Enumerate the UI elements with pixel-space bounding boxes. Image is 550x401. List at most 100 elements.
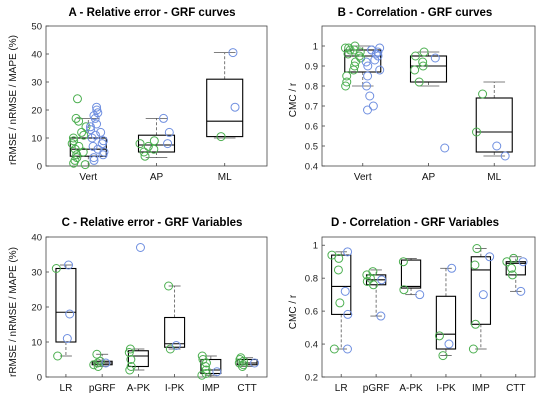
panel-c-title: C - Relative error - GRF Variables <box>62 217 243 229</box>
box-iqr <box>331 254 352 315</box>
point-blue <box>444 339 454 349</box>
point-green <box>472 127 482 137</box>
point-blue <box>89 155 99 165</box>
point-green <box>71 113 81 123</box>
point-green <box>335 298 345 308</box>
point-green <box>350 41 360 51</box>
point-green <box>72 153 82 163</box>
box-iqr <box>127 350 149 368</box>
point-blue <box>99 147 109 157</box>
point-green <box>139 147 149 157</box>
point-blue <box>375 65 385 75</box>
xtick-label: I-PK <box>436 383 456 394</box>
box-iqr <box>475 97 513 153</box>
point-blue <box>518 257 528 267</box>
point-green <box>327 250 337 260</box>
point-blue <box>375 43 385 53</box>
panel-b-ylabel: CMC / r <box>288 82 299 117</box>
point-blue <box>62 334 72 343</box>
panel-c-ylabel: rRMSE / nRMSE / MAPE (%) <box>8 247 19 377</box>
point-blue <box>89 153 99 163</box>
point-blue <box>376 311 386 321</box>
point-green <box>216 132 226 142</box>
ytick-label: 0.2 <box>305 373 318 384</box>
point-green <box>355 47 365 57</box>
point-green <box>53 351 63 361</box>
point-green <box>236 353 246 363</box>
point-green <box>201 369 211 378</box>
point-green <box>419 47 429 57</box>
point-green <box>414 77 424 87</box>
point-blue <box>92 119 102 129</box>
point-blue <box>212 367 222 377</box>
box-iqr <box>206 78 244 138</box>
point-green <box>80 160 90 170</box>
ytick-label: 0.9 <box>305 62 318 73</box>
point-green <box>470 260 480 270</box>
point-blue <box>171 341 181 350</box>
point-green <box>74 116 84 126</box>
point-green <box>509 253 519 263</box>
point-blue <box>93 144 103 154</box>
ytick-label: 0.5 <box>305 142 318 153</box>
point-blue <box>92 102 102 112</box>
point-green <box>68 133 78 143</box>
box-iqr <box>344 49 382 73</box>
panel-d-ylabel: CMC / r <box>288 294 299 329</box>
point-green <box>126 355 136 364</box>
point-blue <box>340 286 350 296</box>
ytick-label: 20 <box>31 106 42 117</box>
point-blue <box>500 151 510 161</box>
panel-a: A - Relative error - GRF curves rRMSE / … <box>8 7 268 167</box>
ytick-label: 0.6 <box>305 307 318 318</box>
point-blue <box>361 57 371 67</box>
point-green <box>418 57 428 67</box>
point-green <box>197 351 207 361</box>
ytick-label: 0.4 <box>305 340 318 351</box>
panel-3-marks: 0.2 0.4 0.6 0.8 1 LR pGRF A-PK I-PK IMP CTT <box>305 241 528 394</box>
panel-d-axes <box>321 236 536 378</box>
xtick-label: pGRF <box>89 383 116 394</box>
point-blue <box>343 309 353 319</box>
point-blue <box>98 136 108 146</box>
point-blue <box>85 122 95 132</box>
point-green <box>341 81 351 91</box>
point-blue <box>250 358 260 368</box>
xtick-label: LR <box>60 383 73 394</box>
point-green <box>349 45 359 55</box>
point-green <box>340 43 350 53</box>
point-green <box>471 319 481 329</box>
point-blue <box>363 61 373 71</box>
xtick-label: A-PK <box>399 383 423 394</box>
point-green <box>149 136 159 146</box>
ytick-label: 0.8 <box>305 82 318 93</box>
ytick-label: 10 <box>31 134 42 145</box>
panel-2-marks: 0 10 20 30 40 LR pGRF A-PK I-PK IMP CTT <box>31 233 260 394</box>
ytick-label: 0.4 <box>305 162 318 173</box>
xtick-label: CTT <box>237 383 256 394</box>
point-green <box>410 65 420 75</box>
point-green <box>126 362 136 371</box>
point-blue <box>516 286 526 296</box>
point-green <box>70 155 80 165</box>
xtick-label: Vert <box>354 172 372 183</box>
ytick-label: 0.7 <box>305 102 318 113</box>
point-blue <box>159 113 169 123</box>
ytick-label: 0 <box>37 162 42 173</box>
point-green <box>507 263 517 273</box>
ytick-label: 40 <box>31 233 42 244</box>
point-blue <box>342 344 352 354</box>
box-iqr <box>55 267 77 343</box>
xtick-label: pGRF <box>363 383 390 394</box>
point-green <box>333 265 343 275</box>
point-green <box>235 355 245 364</box>
point-blue <box>164 127 174 137</box>
point-green <box>92 349 102 359</box>
ytick-label: 40 <box>31 50 42 61</box>
point-blue <box>230 102 240 112</box>
point-green <box>234 358 244 368</box>
point-green <box>472 244 482 254</box>
point-blue <box>363 71 373 81</box>
point-blue <box>86 125 96 135</box>
